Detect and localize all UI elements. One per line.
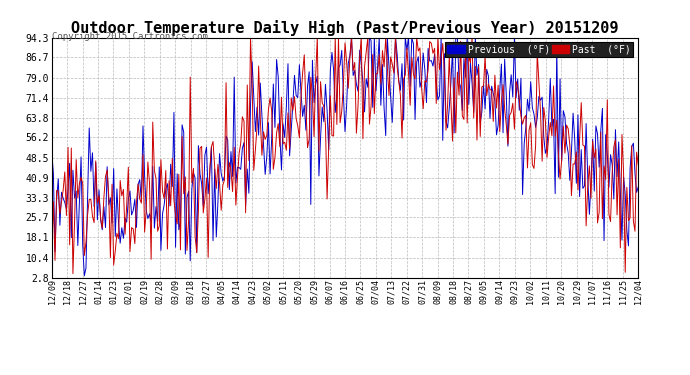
- Text: Copyright 2015 Cartronics.com: Copyright 2015 Cartronics.com: [52, 32, 208, 41]
- Title: Outdoor Temperature Daily High (Past/Previous Year) 20151209: Outdoor Temperature Daily High (Past/Pre…: [71, 20, 619, 36]
- Legend: Previous  (°F), Past  (°F): Previous (°F), Past (°F): [445, 42, 633, 57]
